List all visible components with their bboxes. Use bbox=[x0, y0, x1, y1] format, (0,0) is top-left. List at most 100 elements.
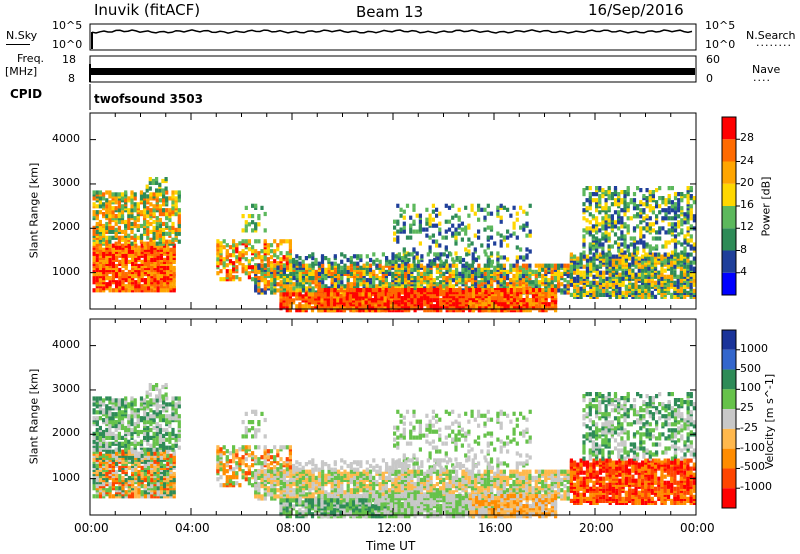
power-cell bbox=[547, 302, 551, 307]
power-cell bbox=[432, 304, 436, 309]
power-cell bbox=[279, 273, 283, 279]
power-cell bbox=[519, 255, 523, 260]
power-cell bbox=[330, 298, 334, 303]
power-cell bbox=[140, 247, 144, 252]
power-cell bbox=[124, 284, 128, 289]
power-cell bbox=[121, 243, 125, 248]
power-cell bbox=[531, 280, 535, 285]
power-cell bbox=[320, 298, 324, 303]
power-cell bbox=[273, 269, 277, 274]
power-cell bbox=[470, 207, 474, 212]
power-cell bbox=[279, 251, 283, 256]
power-cell bbox=[292, 263, 296, 268]
power-cell bbox=[666, 252, 671, 257]
power-cell bbox=[159, 255, 163, 260]
power-cell bbox=[521, 263, 526, 268]
power-cell bbox=[645, 188, 649, 193]
power-cell bbox=[512, 298, 517, 303]
power-cell bbox=[111, 225, 115, 230]
power-cell bbox=[394, 288, 398, 293]
power-cell bbox=[420, 254, 424, 259]
power-cell bbox=[636, 204, 640, 209]
power-cell bbox=[648, 222, 652, 227]
power-cell bbox=[413, 290, 417, 295]
power-cell bbox=[673, 206, 678, 211]
power-cell bbox=[595, 198, 599, 203]
power-cell bbox=[494, 290, 498, 295]
power-cell bbox=[589, 256, 593, 261]
power-cell bbox=[257, 288, 261, 293]
power-cell bbox=[686, 226, 690, 231]
power-cell bbox=[257, 276, 261, 281]
power-cell bbox=[329, 292, 334, 297]
power-cell bbox=[400, 296, 404, 301]
power-cell bbox=[174, 227, 178, 232]
power-cell bbox=[269, 255, 274, 260]
power-cell bbox=[655, 244, 659, 249]
power-cell bbox=[143, 192, 147, 197]
power-cell bbox=[146, 214, 150, 219]
power-cell bbox=[98, 245, 103, 250]
power-cell bbox=[381, 252, 385, 257]
power-cell bbox=[444, 229, 448, 234]
power-cell bbox=[416, 263, 420, 268]
power-cell bbox=[626, 244, 630, 249]
power-cell bbox=[263, 211, 267, 217]
power-cell bbox=[683, 220, 687, 225]
power-cell bbox=[439, 252, 443, 257]
power-cell bbox=[244, 239, 248, 244]
power-cell bbox=[177, 214, 181, 219]
power-cell bbox=[677, 198, 681, 203]
power-cell bbox=[598, 252, 603, 257]
power-cell bbox=[528, 203, 532, 208]
power-cell bbox=[657, 284, 661, 289]
power-cell bbox=[174, 196, 178, 201]
power-cell bbox=[623, 212, 627, 217]
velocity-cell bbox=[143, 484, 147, 489]
power-cell bbox=[317, 288, 321, 293]
power-cell bbox=[95, 263, 99, 269]
power-cell bbox=[689, 186, 693, 191]
power-cell bbox=[435, 282, 439, 287]
power-cell bbox=[410, 288, 414, 293]
power-cell bbox=[134, 265, 138, 271]
power-cell bbox=[263, 263, 267, 268]
power-cell bbox=[295, 282, 299, 287]
power-cell bbox=[621, 270, 625, 275]
power-cell bbox=[591, 224, 595, 229]
power-cell bbox=[448, 273, 452, 279]
power-cell bbox=[512, 263, 516, 268]
power-cell bbox=[534, 263, 538, 268]
power-cell bbox=[679, 288, 683, 293]
power-cell bbox=[111, 235, 115, 240]
power-cell bbox=[304, 292, 308, 297]
power-cell bbox=[483, 284, 487, 289]
power-cell bbox=[658, 236, 662, 241]
power-cell bbox=[108, 200, 112, 205]
power-cell bbox=[591, 198, 595, 203]
power-cell bbox=[428, 259, 432, 264]
power-cell bbox=[451, 203, 455, 208]
power-cell bbox=[372, 269, 376, 274]
power-cell bbox=[402, 229, 406, 234]
power-cell bbox=[442, 261, 446, 266]
power-cell bbox=[680, 250, 684, 255]
power-cell bbox=[537, 271, 542, 276]
power-cell bbox=[461, 257, 466, 263]
power-cell bbox=[509, 263, 513, 268]
power-cell bbox=[111, 229, 115, 234]
power-cell bbox=[436, 256, 440, 261]
power-cell bbox=[425, 227, 429, 232]
power-cell bbox=[159, 284, 163, 289]
power-cell bbox=[454, 235, 458, 240]
power-cell bbox=[468, 300, 472, 305]
power-cell bbox=[222, 257, 226, 262]
power-cell bbox=[260, 278, 264, 283]
velocity-cell bbox=[156, 451, 160, 456]
power-cell bbox=[692, 246, 696, 251]
power-cell bbox=[219, 247, 223, 252]
power-cell bbox=[595, 216, 599, 221]
power-cell bbox=[222, 277, 226, 282]
power-cell bbox=[145, 184, 149, 189]
power-cell bbox=[620, 234, 624, 239]
